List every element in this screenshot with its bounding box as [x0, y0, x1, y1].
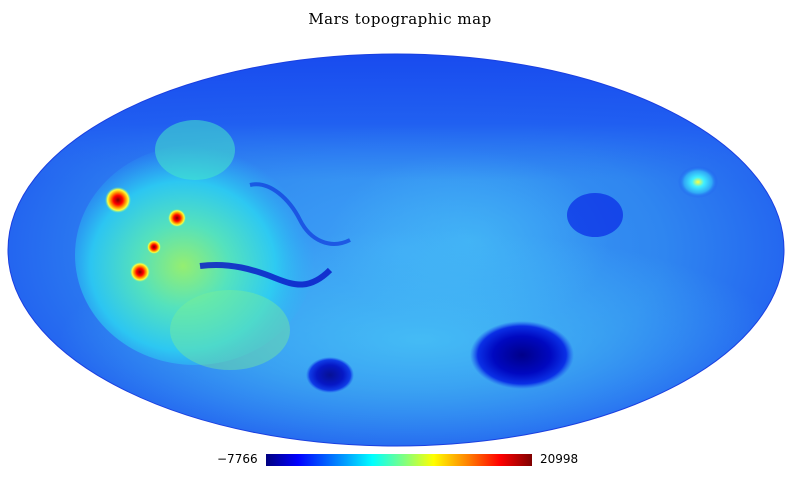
volcano-marker [105, 187, 131, 213]
map-outline [7, 53, 785, 447]
volcano-marker [168, 209, 186, 227]
colorbar [266, 454, 532, 466]
map-title: Mars topographic map [308, 10, 492, 28]
volcano-marker [147, 240, 161, 254]
colorbar-min-label: −7766 [217, 452, 258, 466]
colorbar-max-label: 20998 [540, 452, 579, 466]
volcano-marker [130, 262, 150, 282]
map-surface [8, 54, 784, 446]
